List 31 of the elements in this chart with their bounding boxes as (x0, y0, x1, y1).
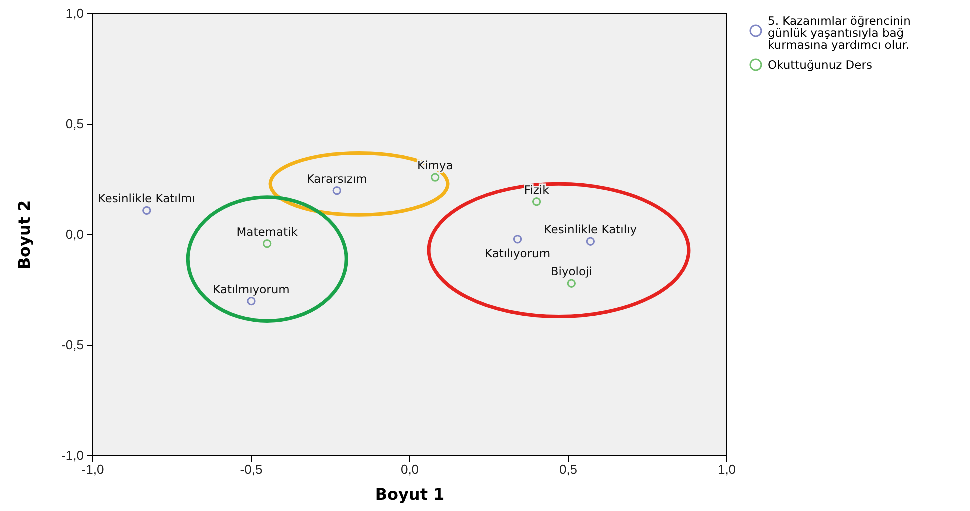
x-tick-label: 1,0 (718, 462, 736, 478)
annotation: Kesinlikle Katılıy (544, 222, 638, 237)
point (586, 237, 596, 246)
annotation: Biyoloji (550, 264, 592, 279)
y-tick-label: -0,5 (62, 338, 84, 353)
y-tick-label: 1,0 (66, 6, 84, 22)
point (142, 206, 152, 215)
point (567, 279, 576, 288)
point (431, 173, 440, 182)
point (532, 198, 542, 206)
point (263, 240, 272, 248)
x-axis-title: Boyut 1 (375, 485, 445, 504)
annotation: Kesinlikle Katılmı (98, 192, 196, 206)
annotation: Kararsızım (306, 172, 368, 186)
legend-label: Okuttuğunuz Ders (768, 58, 872, 72)
x-tick-label: 0,5 (559, 462, 578, 478)
y-tick-label: 0,0 (66, 227, 84, 242)
y-axis-title: Boyut 2 (15, 200, 34, 270)
y-tick-label: -1,0 (62, 448, 84, 464)
point (332, 186, 342, 196)
annotation: Matematik (236, 224, 298, 239)
annotation: Fizik (524, 182, 550, 197)
annotation: Katılmıyorum (213, 282, 290, 296)
legend-label: 5. Kazanımlar öğrencinin günlük yaşantısıyla bağ kurmasına yardımcı olur. (768, 14, 911, 52)
annotation: Katılıyorum (485, 246, 551, 260)
x-tick-label: -1,0 (82, 462, 104, 478)
point (513, 235, 522, 244)
x-tick-label: -0,5 (240, 462, 263, 478)
point (247, 296, 256, 306)
y-tick-label: 0,5 (66, 116, 84, 132)
x-tick-label: 0,0 (400, 462, 420, 478)
